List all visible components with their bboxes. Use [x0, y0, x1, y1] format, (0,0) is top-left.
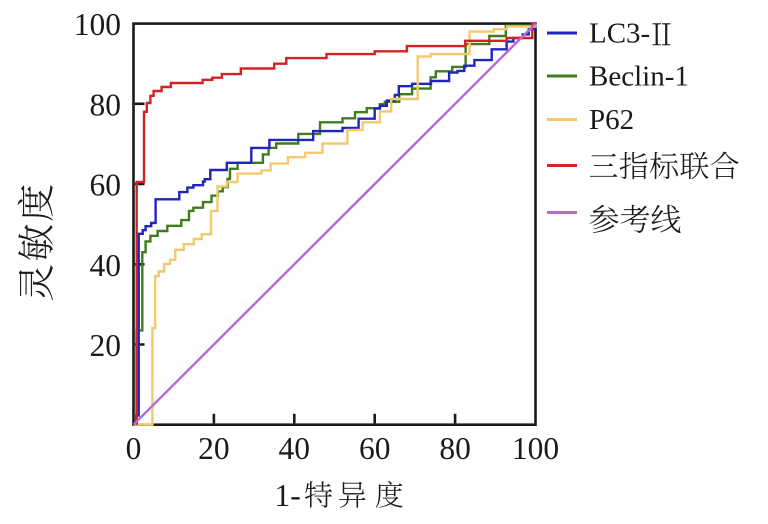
svg-text:100: 100	[512, 431, 559, 466]
svg-text:80: 80	[439, 431, 471, 466]
svg-text:100: 100	[74, 7, 121, 42]
svg-text:20: 20	[90, 328, 122, 363]
svg-text:LC3-: LC3-	[589, 18, 650, 50]
svg-text:60: 60	[90, 168, 122, 203]
svg-text:80: 80	[90, 87, 122, 122]
svg-text:P62: P62	[589, 104, 634, 136]
svg-text:Beclin-1: Beclin-1	[589, 61, 689, 93]
svg-text:20: 20	[198, 431, 230, 466]
svg-text:40: 40	[90, 248, 122, 283]
svg-text:60: 60	[359, 431, 391, 466]
svg-text:40: 40	[279, 431, 311, 466]
svg-text:0: 0	[126, 431, 142, 466]
svg-text:1-: 1-	[275, 478, 301, 513]
